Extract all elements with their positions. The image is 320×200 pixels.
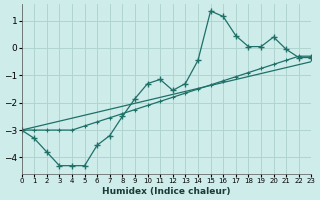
X-axis label: Humidex (Indice chaleur): Humidex (Indice chaleur) [102,187,231,196]
